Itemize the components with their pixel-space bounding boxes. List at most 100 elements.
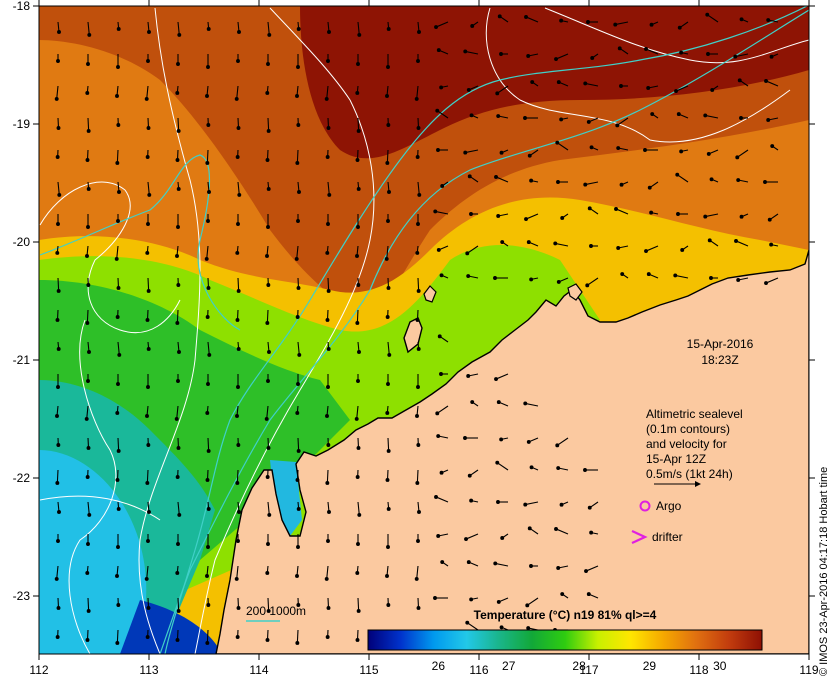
velocity-arrow-head xyxy=(616,246,621,250)
lon-tick-label: 114 xyxy=(249,663,268,677)
velocity-arrow-head xyxy=(115,315,120,319)
velocity-arrow-head xyxy=(583,81,588,86)
velocity-arrow-head xyxy=(86,283,91,287)
velocity-arrow-head xyxy=(296,382,300,386)
velocity-arrow-head xyxy=(736,278,741,282)
velocity-arrow-head xyxy=(235,414,239,418)
velocity-arrow-head xyxy=(650,112,655,116)
velocity-arrow xyxy=(147,277,150,292)
velocity-arrow-head xyxy=(769,54,774,59)
velocity-arrow-head xyxy=(236,126,241,130)
velocity-arrow-head xyxy=(177,350,181,354)
velocity-arrow-head xyxy=(434,25,438,30)
velocity-arrow-head xyxy=(526,240,531,245)
velocity-arrow-head xyxy=(235,251,240,255)
velocity-arrow-head xyxy=(705,12,710,17)
velocity-arrow-head xyxy=(326,443,331,447)
velocity-arrow-head xyxy=(586,119,591,124)
velocity-arrow xyxy=(465,50,479,55)
velocity-arrow-head xyxy=(736,178,741,182)
velocity-arrow xyxy=(56,565,59,579)
velocity-arrow-head xyxy=(679,149,684,154)
lat-tick-label: -22 xyxy=(13,471,31,485)
velocity-arrow-head xyxy=(494,174,498,179)
velocity-arrow-head xyxy=(706,151,711,156)
velocity-arrow-head xyxy=(355,638,360,642)
velocity-arrow-head xyxy=(207,352,212,357)
velocity-arrow-head xyxy=(324,576,329,581)
velocity-arrow-head xyxy=(387,190,391,194)
colorbar-title: Temperature (°C) n19 81% ql>=4 xyxy=(474,608,657,622)
velocity-arrow xyxy=(87,21,90,35)
velocity-arrow-head xyxy=(386,449,391,453)
velocity-arrow-head xyxy=(86,379,90,383)
velocity-arrow-head xyxy=(619,182,624,187)
velocity-arrow xyxy=(356,309,359,324)
velocity-arrow-head xyxy=(117,352,122,357)
latitude-axis: -18 -19 -20 -21 -22 -23 xyxy=(13,0,815,603)
velocity-arrow-head xyxy=(325,414,329,418)
velocity-arrow xyxy=(585,82,599,87)
velocity-arrow xyxy=(357,597,360,612)
date-label: 15-Apr-2016 xyxy=(687,337,754,351)
velocity-arrow-head xyxy=(295,573,299,578)
lat-tick-label: -18 xyxy=(13,0,31,13)
velocity-arrow-head xyxy=(466,374,471,378)
velocity-arrow-head xyxy=(357,350,361,354)
velocity-arrow-head xyxy=(235,155,240,159)
velocity-arrow-head xyxy=(175,254,179,258)
velocity-arrow xyxy=(357,21,360,35)
velocity-arrow xyxy=(706,14,719,23)
velocity-arrow-head xyxy=(439,273,444,278)
velocity-arrow xyxy=(465,533,479,540)
velocity-arrow-head xyxy=(265,254,269,258)
velocity-arrow-head xyxy=(416,347,421,351)
velocity-arrow-head xyxy=(206,507,211,511)
velocity-arrow xyxy=(237,277,240,292)
velocity-arrow-head xyxy=(619,84,623,88)
velocity-arrow-head xyxy=(469,597,474,602)
velocity-arrow-head xyxy=(327,192,332,197)
velocity-arrow-head xyxy=(176,446,181,450)
altimetry-line-3: and velocity for xyxy=(646,437,727,451)
velocity-arrow-head xyxy=(295,315,300,319)
velocity-arrow-head xyxy=(116,382,120,386)
velocity-arrow-head xyxy=(387,352,392,357)
velocity-arrow-head xyxy=(355,475,360,479)
velocity-arrow-head xyxy=(356,609,361,613)
velocity-arrow-head xyxy=(84,416,89,421)
velocity-arrow-head xyxy=(466,560,471,565)
velocity-arrow xyxy=(495,176,509,183)
velocity-arrow-head xyxy=(463,436,467,440)
velocity-arrow-head xyxy=(265,91,270,95)
velocity-arrow xyxy=(645,48,659,55)
velocity-arrow xyxy=(237,181,240,195)
velocity-arrow-head xyxy=(385,94,389,98)
velocity-arrow-head xyxy=(85,91,90,95)
velocity-arrow-head xyxy=(675,172,680,177)
velocity-arrow xyxy=(585,565,599,572)
velocity-arrow-head xyxy=(174,416,179,421)
velocity-arrow-head xyxy=(205,315,210,319)
velocity-arrow-head xyxy=(296,219,300,223)
velocity-arrow xyxy=(495,562,509,567)
colorbar-tick-label: 27 xyxy=(502,659,516,673)
velocity-arrow xyxy=(555,53,569,60)
velocity-arrow xyxy=(236,565,239,579)
velocity-arrow-head xyxy=(676,212,680,216)
velocity-arrow-head xyxy=(57,30,61,34)
drifter-marker-icon xyxy=(631,530,648,544)
velocity-arrow-head xyxy=(296,286,301,290)
lon-tick-label: 115 xyxy=(359,663,378,677)
velocity-arrow xyxy=(416,85,419,99)
velocity-arrow-head xyxy=(324,96,329,101)
velocity-arrow xyxy=(357,117,360,132)
velocity-arrow-head xyxy=(585,283,590,288)
velocity-arrow-head xyxy=(295,478,300,482)
altimetry-line-4: 15-Apr 12Z xyxy=(646,452,706,466)
velocity-arrow xyxy=(387,341,390,355)
velocity-arrow-head xyxy=(415,318,420,322)
velocity-arrow-head xyxy=(265,571,270,575)
velocity-arrow xyxy=(116,245,119,259)
velocity-arrow-head xyxy=(673,273,678,278)
